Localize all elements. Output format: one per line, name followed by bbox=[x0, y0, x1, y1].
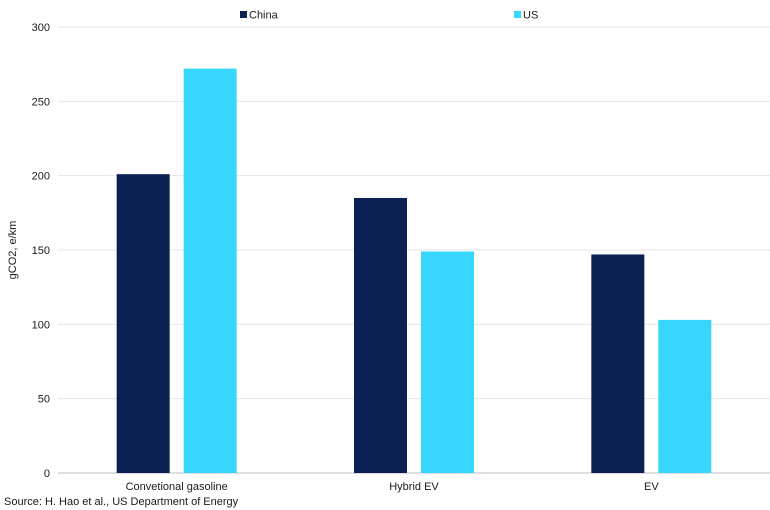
gridlines bbox=[58, 26, 770, 474]
legend-label-china: China bbox=[249, 10, 279, 22]
x-category-label: Hybrid EV bbox=[389, 481, 439, 493]
y-tick-label: 50 bbox=[38, 394, 50, 406]
legend-label-us: US bbox=[523, 10, 538, 22]
y-axis-ticks: 0 50 100 150 200 250 300 bbox=[32, 22, 50, 480]
bars bbox=[116, 68, 712, 474]
bar-us-3 bbox=[658, 319, 712, 473]
y-tick-label: 200 bbox=[32, 171, 50, 183]
y-tick-label: 100 bbox=[32, 319, 50, 331]
legend-swatch-china bbox=[240, 11, 247, 18]
source-note: Source: H. Hao et al., US Department of … bbox=[4, 496, 239, 508]
x-axis-categories: Convetional gasoline Hybrid EV EV bbox=[126, 481, 660, 493]
legend-swatch-us bbox=[514, 11, 521, 18]
y-axis-title: gCO2, e/km bbox=[7, 221, 19, 280]
y-tick-label: 300 bbox=[32, 22, 50, 34]
x-category-label: EV bbox=[644, 481, 659, 493]
bar-china-1 bbox=[116, 174, 170, 473]
y-tick-label: 150 bbox=[32, 245, 50, 257]
x-category-label: Convetional gasoline bbox=[126, 481, 228, 493]
bar-us-1 bbox=[183, 68, 237, 474]
y-tick-label: 250 bbox=[32, 96, 50, 108]
bar-china-3 bbox=[591, 254, 645, 473]
bar-china-2 bbox=[354, 197, 407, 473]
y-tick-label: 0 bbox=[44, 468, 50, 480]
bar-us-2 bbox=[421, 251, 474, 473]
legend: China US bbox=[240, 10, 538, 22]
